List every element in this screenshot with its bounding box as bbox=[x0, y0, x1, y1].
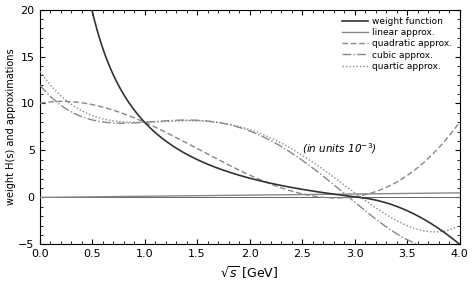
cubic approx. bbox=[304, 162, 310, 165]
linear approx. bbox=[348, 192, 354, 196]
quadratic approx. bbox=[59, 100, 65, 103]
weight function bbox=[374, 199, 379, 202]
quartic approx. bbox=[37, 70, 43, 73]
cubic approx. bbox=[37, 84, 43, 87]
X-axis label: $\sqrt{s}$ [GeV]: $\sqrt{s}$ [GeV] bbox=[220, 265, 279, 282]
cubic approx. bbox=[285, 149, 291, 153]
cubic approx. bbox=[437, 247, 443, 251]
linear approx. bbox=[58, 195, 64, 199]
Text: (in units 10$^{-3}$): (in units 10$^{-3}$) bbox=[302, 141, 377, 156]
cubic approx. bbox=[58, 104, 64, 107]
quartic approx. bbox=[58, 94, 64, 98]
quadratic approx. bbox=[37, 102, 43, 105]
quadratic approx. bbox=[285, 188, 291, 192]
quartic approx. bbox=[304, 156, 310, 160]
Y-axis label: weight H(s) and approximations: weight H(s) and approximations bbox=[6, 49, 16, 205]
Line: cubic approx.: cubic approx. bbox=[40, 85, 460, 249]
quadratic approx. bbox=[371, 191, 376, 194]
quadratic approx. bbox=[457, 121, 463, 124]
weight function bbox=[199, 160, 204, 163]
Line: quartic approx.: quartic approx. bbox=[40, 71, 460, 232]
quartic approx. bbox=[189, 119, 195, 123]
linear approx. bbox=[371, 192, 376, 195]
weight function bbox=[457, 243, 463, 246]
weight function bbox=[310, 189, 315, 193]
cubic approx. bbox=[371, 216, 376, 219]
weight function bbox=[352, 195, 358, 199]
quadratic approx. bbox=[189, 144, 195, 148]
quadratic approx. bbox=[304, 193, 310, 197]
Line: linear approx.: linear approx. bbox=[40, 193, 460, 197]
Line: quadratic approx.: quadratic approx. bbox=[40, 101, 460, 198]
linear approx. bbox=[304, 193, 310, 196]
quartic approx. bbox=[348, 188, 354, 192]
linear approx. bbox=[189, 194, 195, 197]
linear approx. bbox=[457, 191, 463, 195]
quartic approx. bbox=[432, 230, 438, 234]
cubic approx. bbox=[348, 197, 354, 201]
Legend: weight function, linear approx., quadratic approx., cubic approx., quartic appro: weight function, linear approx., quadrat… bbox=[340, 14, 455, 73]
cubic approx. bbox=[457, 243, 463, 246]
linear approx. bbox=[37, 196, 43, 199]
quadratic approx. bbox=[348, 195, 354, 199]
weight function bbox=[292, 186, 297, 190]
quartic approx. bbox=[457, 224, 463, 227]
quadratic approx. bbox=[334, 196, 339, 200]
Line: weight function: weight function bbox=[55, 0, 460, 244]
quartic approx. bbox=[285, 145, 291, 149]
quadratic approx. bbox=[58, 100, 64, 103]
cubic approx. bbox=[189, 118, 195, 122]
quartic approx. bbox=[371, 205, 376, 208]
linear approx. bbox=[285, 193, 291, 196]
